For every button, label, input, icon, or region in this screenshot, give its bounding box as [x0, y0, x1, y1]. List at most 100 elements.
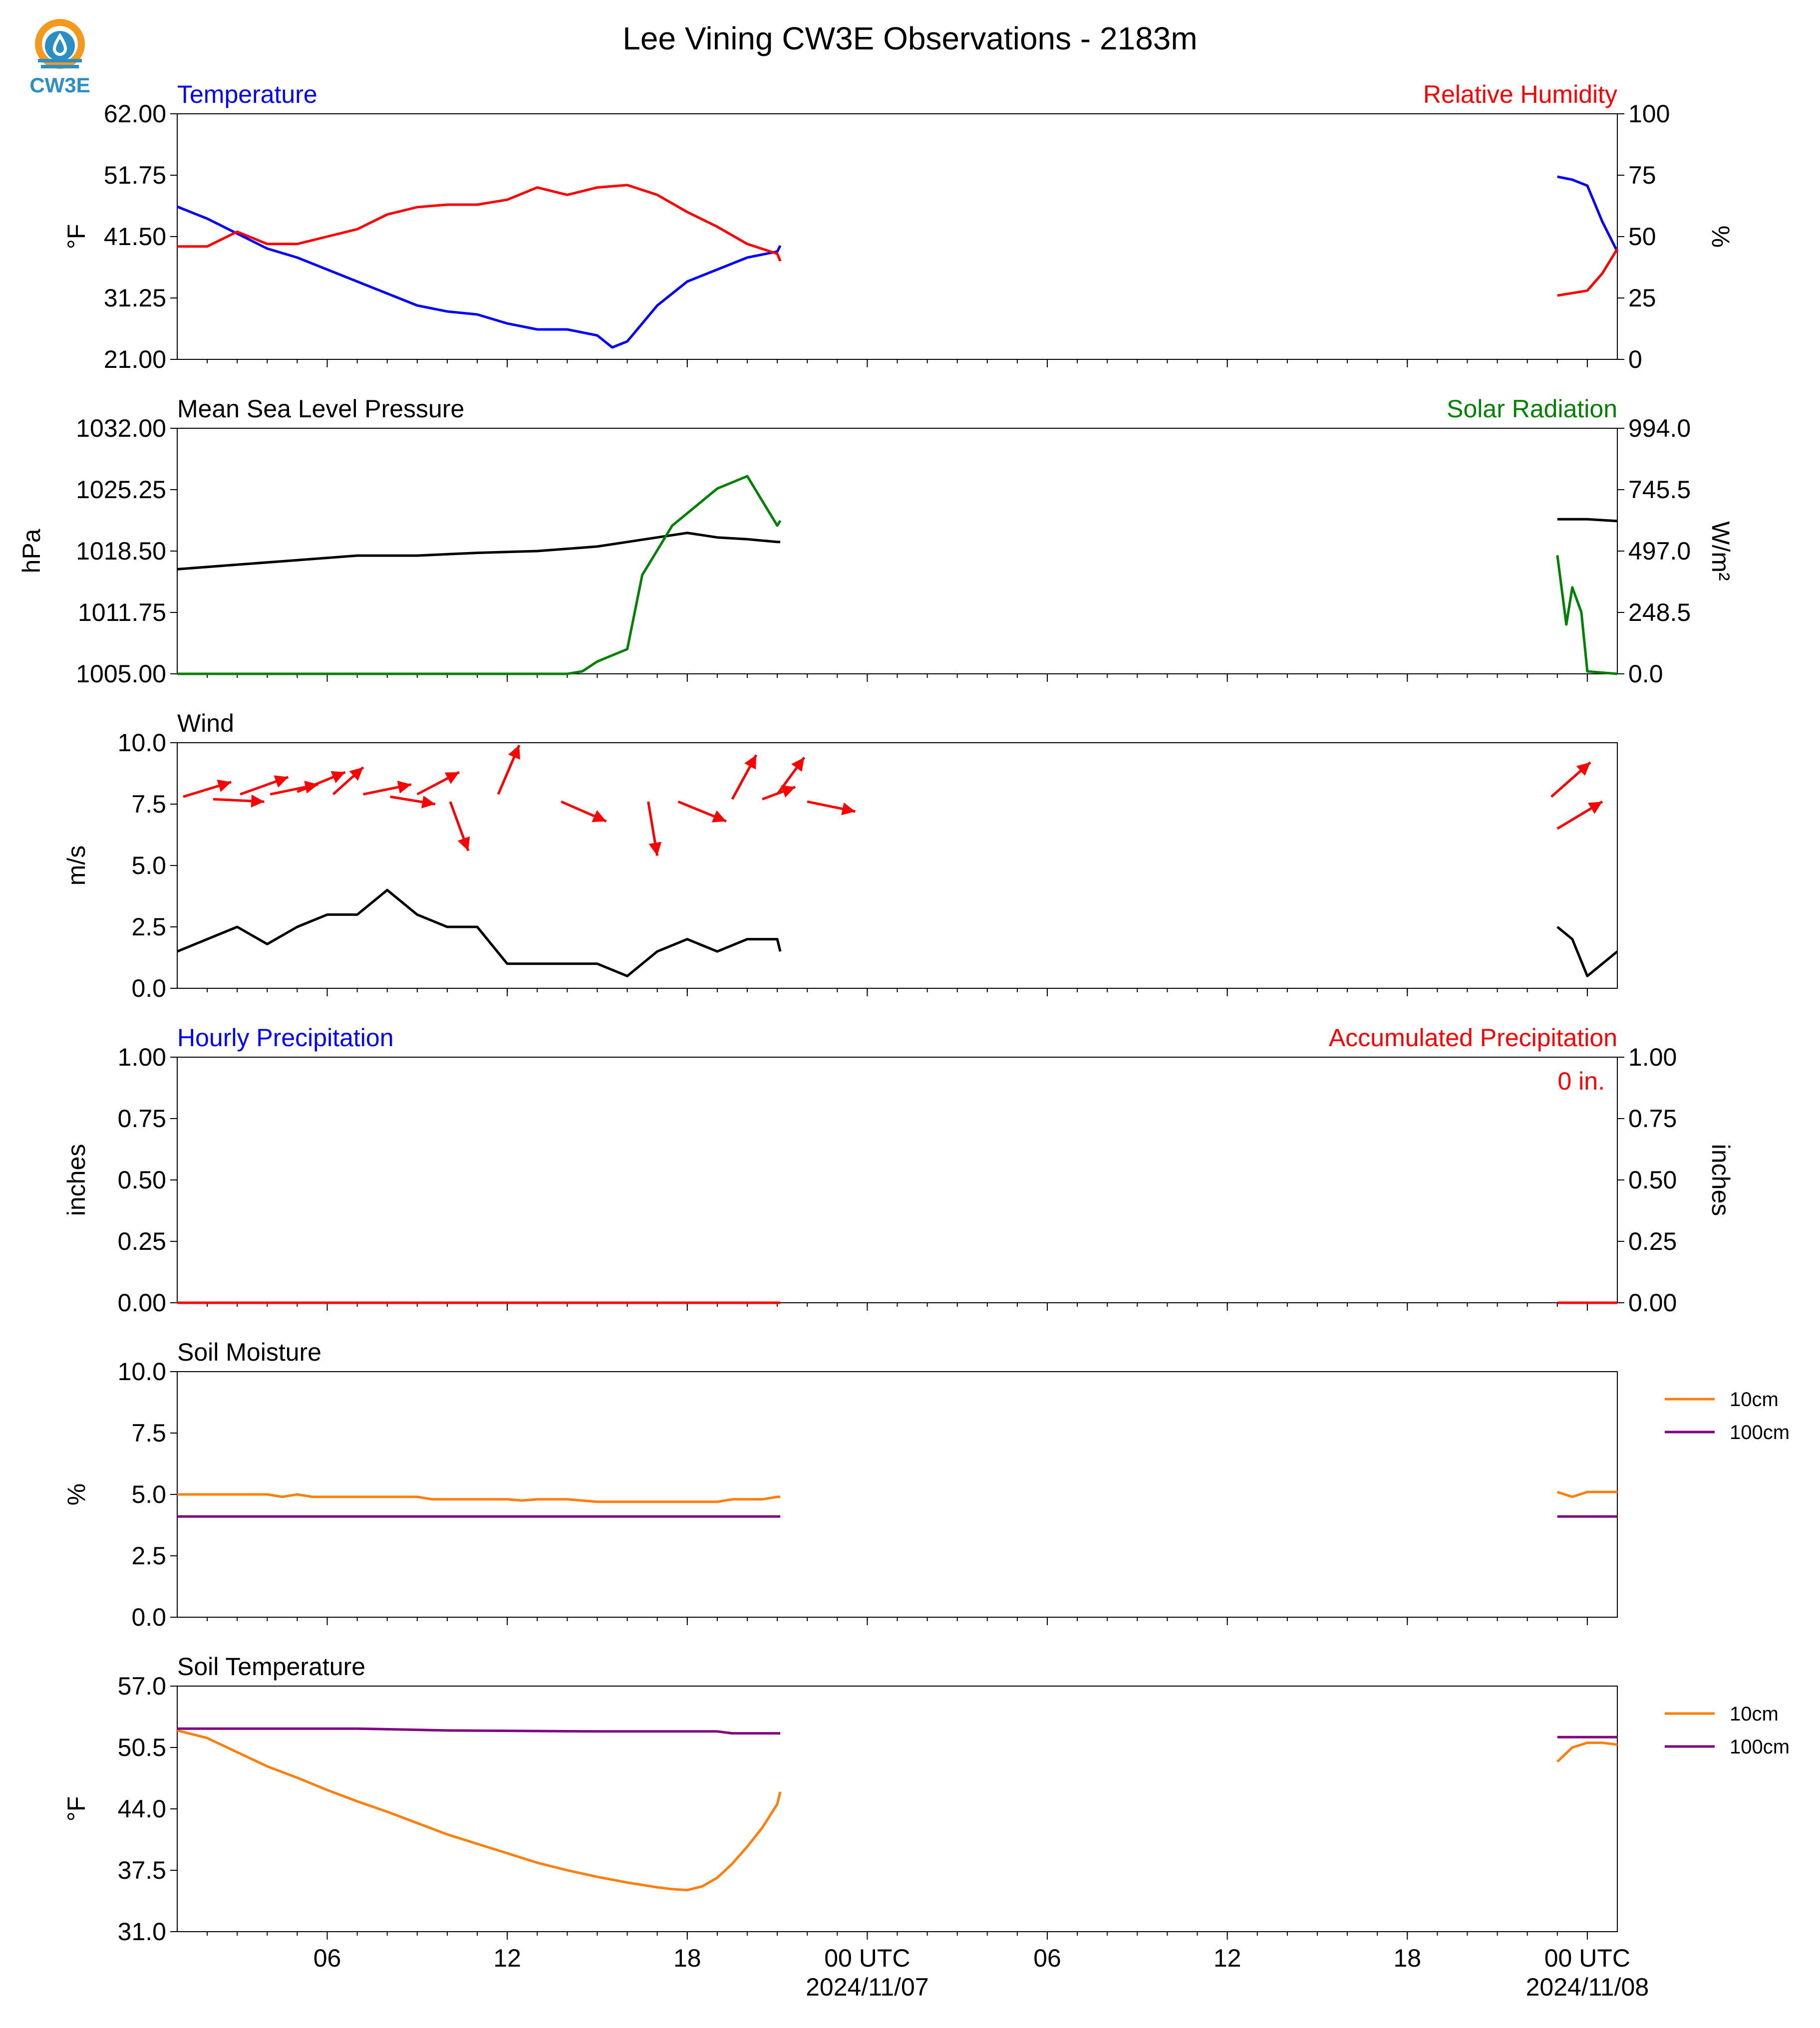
y-tick-label: 31.0: [118, 1918, 166, 1946]
y-tick-label: 5.0: [131, 1480, 166, 1508]
series-line-100cm: [177, 1727, 781, 1735]
y-tick-label: 7.5: [131, 790, 166, 818]
y-tick-label: 62.00: [104, 100, 166, 128]
y-tick-label: 1032.00: [76, 414, 166, 442]
wind-arrow-head: [1587, 802, 1602, 814]
legend-label: 10cm: [1730, 1389, 1779, 1411]
series-line-10cm: [1557, 1490, 1617, 1498]
series-line-10cm: [1556, 1741, 1618, 1763]
y-tick-label: 1018.50: [76, 537, 166, 565]
x-tick-date-label: 2024/11/07: [806, 1973, 929, 2001]
y-tick-label: 7.5: [131, 1419, 166, 1447]
series-line-temperature: [1557, 175, 1619, 253]
y-axis-label-right: inches: [1707, 1144, 1735, 1216]
wind-arrow-head: [592, 810, 607, 822]
x-tick-label: 18: [1393, 1944, 1421, 1972]
wind-arrow-head: [841, 802, 856, 816]
y-tick-label: 2.5: [131, 1542, 166, 1570]
panel-title-left: Soil Temperature: [177, 1653, 365, 1681]
y-tick-label: 37.5: [118, 1856, 166, 1884]
y-tick-label: 0.25: [118, 1227, 166, 1255]
panel-title-left: Mean Sea Level Pressure: [177, 395, 464, 423]
y-tick-label-right: 75: [1628, 161, 1656, 189]
y-tick-label: 1025.25: [76, 476, 166, 504]
x-tick-label: 00 UTC: [824, 1944, 910, 1972]
cw3e-logo-graphic: CW3E: [29, 19, 90, 97]
x-tick-label: 12: [493, 1944, 521, 1972]
panel-frame: [177, 1371, 1618, 1618]
y-axis-label: °F: [62, 224, 90, 250]
y-tick-label: 51.75: [104, 161, 166, 189]
series-line-10cm: [177, 1493, 781, 1503]
series-line-solar-radiation: [177, 475, 782, 675]
legend-label: 100cm: [1730, 1422, 1790, 1444]
panel-title-left: Hourly Precipitation: [177, 1024, 394, 1052]
x-tick-label: 00 UTC: [1544, 1944, 1630, 1972]
panel-frame: [177, 428, 1618, 674]
y-tick-label: 10.0: [118, 1358, 166, 1386]
series-line-mean-sea-level-pressure: [177, 532, 781, 571]
panel-title-right: Accumulated Precipitation: [1329, 1024, 1617, 1052]
legend-label: 100cm: [1730, 1736, 1790, 1758]
y-axis-label: inches: [62, 1144, 90, 1216]
y-tick-label: 0.0: [131, 1603, 166, 1631]
y-tick-label-right: 100: [1628, 100, 1670, 128]
wind-arrow-head: [1576, 762, 1590, 776]
wind-arrow-head: [444, 772, 459, 784]
y-tick-label-right: 0.75: [1628, 1105, 1677, 1133]
panel-frame: [177, 113, 1618, 360]
y-tick-label: 1.00: [118, 1043, 166, 1071]
x-tick-label: 12: [1213, 1944, 1241, 1972]
y-tick-label: 2.5: [131, 913, 166, 941]
wind-arrow-head: [648, 842, 662, 856]
wind-arrow-head: [217, 779, 232, 792]
y-tick-label-right: 0.0: [1628, 660, 1663, 688]
y-tick-label: 10.0: [118, 729, 166, 757]
y-tick-label: 1005.00: [76, 660, 166, 688]
y-tick-label-right: 0.50: [1628, 1166, 1677, 1194]
y-tick-label-right: 0.25: [1628, 1227, 1677, 1255]
x-tick-date-label: 2024/11/08: [1526, 1973, 1649, 2001]
panel-frame: [177, 1057, 1618, 1303]
y-tick-label: 31.25: [104, 284, 166, 312]
y-tick-label: 0.0: [131, 974, 166, 1002]
y-tick-label: 44.0: [118, 1795, 166, 1823]
y-tick-label: 1011.75: [78, 598, 166, 626]
wind-arrow-head: [744, 755, 757, 770]
panel-title-right: Relative Humidity: [1423, 80, 1617, 108]
cw3e-logo: CW3E: [29, 15, 100, 105]
wind-arrow-head: [711, 810, 726, 823]
y-axis-label: hPa: [17, 529, 45, 573]
y-tick-label: 21.00: [104, 345, 166, 373]
wind-arrow-head: [781, 785, 796, 798]
wind-arrow-head: [251, 794, 265, 808]
panel-frame: [177, 742, 1618, 989]
panel-title-right: Solar Radiation: [1447, 395, 1617, 423]
y-tick-label-right: 1.00: [1628, 1043, 1677, 1071]
y-tick-label-right: 994.0: [1628, 414, 1691, 442]
series-line-wind: [1556, 926, 1618, 977]
x-tick-label: 06: [313, 1944, 341, 1972]
y-tick-label-right: 25: [1628, 284, 1656, 312]
y-tick-label-right: 248.5: [1628, 598, 1691, 626]
y-axis-label-right: W/m²: [1707, 521, 1735, 580]
y-tick-label: 0.50: [118, 1166, 166, 1194]
y-axis-label: m/s: [62, 846, 90, 886]
y-tick-label: 5.0: [131, 852, 166, 879]
wind-arrow-head: [791, 757, 805, 772]
x-tick-label: 18: [673, 1944, 701, 1972]
series-line-10cm: [177, 1729, 782, 1892]
series-line-relative-humidity: [1557, 248, 1619, 297]
x-tick-label: 06: [1033, 1944, 1061, 1972]
logo-text: CW3E: [30, 73, 90, 97]
y-tick-label-right: 745.5: [1628, 476, 1691, 504]
wind-arrow-head: [397, 781, 411, 794]
wind-arrow-head: [349, 767, 363, 781]
figure-title: Lee Vining CW3E Observations - 2183m: [622, 20, 1198, 56]
panel-title-left: Wind: [177, 709, 234, 737]
y-tick-label-right: 497.0: [1628, 537, 1691, 565]
legend-label: 10cm: [1730, 1703, 1779, 1725]
panel-frame: [177, 1686, 1618, 1932]
panel-title-left: Soil Moisture: [177, 1338, 321, 1366]
